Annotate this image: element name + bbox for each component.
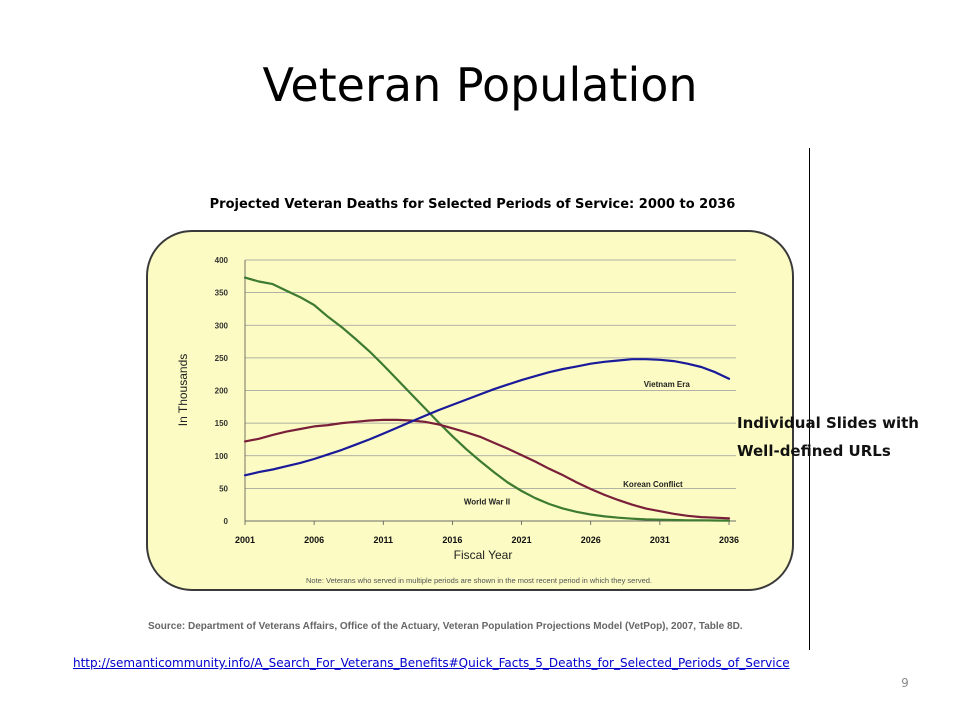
x-tick-label: 2006 — [304, 535, 324, 545]
chart-note: Note: Veterans who served in multiple pe… — [306, 576, 652, 585]
y-tick-label: 350 — [215, 289, 229, 298]
side-note-line-2: Well-defined URLs — [737, 442, 891, 460]
series-label-korean-conflict: Korean Conflict — [623, 480, 683, 489]
series-line-world-war-ii — [243, 276, 731, 522]
series-line-vietnam-era — [243, 358, 731, 477]
side-note-line-1: Individual Slides with — [737, 414, 919, 432]
y-tick-label: 100 — [215, 452, 229, 461]
side-note: Individual Slides with Well-defined URLs — [737, 409, 957, 465]
y-axis-title: In Thousands — [176, 354, 190, 427]
series-label-world-war-ii: World War II — [464, 498, 510, 507]
y-tick-label: 200 — [215, 387, 229, 396]
axes: 0 50 100 150 200 250 300 350 400 2001 2006 2011 2016… — [215, 256, 739, 545]
series-labels: Vietnam Era Korean Conflict World War II — [464, 380, 690, 506]
x-axis-title: Fiscal Year — [454, 548, 513, 562]
series-line-korean-conflict — [243, 418, 731, 520]
x-tick-label: 2026 — [581, 535, 601, 545]
y-tick-label: 300 — [215, 321, 229, 330]
y-tick-label: 150 — [215, 419, 229, 428]
y-tick-label: 400 — [215, 256, 229, 265]
x-tick-label: 2016 — [442, 535, 462, 545]
series-lines — [243, 276, 731, 522]
y-tick-label: 50 — [219, 484, 228, 493]
x-tick-label: 2011 — [374, 535, 394, 545]
page-number: 9 — [901, 676, 909, 690]
plot-panel — [146, 230, 794, 591]
y-tick-label: 250 — [215, 354, 229, 363]
x-tick-label: 2031 — [650, 535, 670, 545]
y-tick-label: 0 — [224, 517, 229, 526]
source-citation: Source: Department of Veterans Affairs, … — [148, 621, 743, 632]
service-url-link[interactable]: http://semanticommunity.info/A_Search_Fo… — [73, 656, 790, 670]
x-tick-label: 2021 — [512, 535, 532, 545]
series-label-vietnam-era: Vietnam Era — [644, 380, 691, 389]
chart-title: Projected Veteran Deaths for Selected Pe… — [209, 197, 736, 212]
x-tick-label: 2001 — [235, 535, 255, 545]
divider-line — [809, 148, 810, 650]
slide-title: Veteran Population — [262, 58, 698, 112]
x-tick-label: 2036 — [719, 535, 739, 545]
